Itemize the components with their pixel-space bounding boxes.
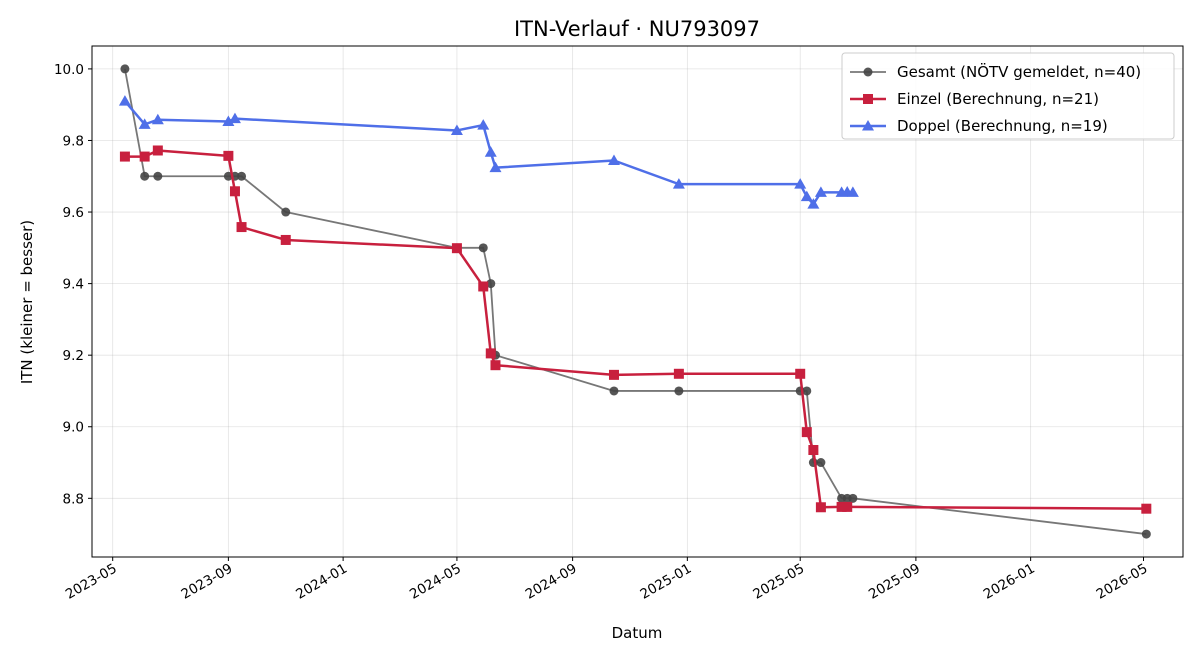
data-point	[816, 458, 826, 468]
x-axis-label: Datum	[612, 624, 663, 642]
data-point	[138, 118, 151, 129]
x-axis-ticks: 2023-05 2023-09 2024-01 2024-05 2024-09 2025-…	[63, 557, 1151, 603]
data-point	[808, 445, 819, 456]
data-point	[672, 178, 685, 189]
data-point	[815, 502, 826, 513]
x-tick-label: 2023-09	[179, 561, 236, 603]
x-tick-label: 2024-05	[407, 561, 464, 603]
x-tick-label: 2024-09	[523, 561, 580, 603]
y-tick-label: 9.2	[63, 348, 84, 364]
data-point	[228, 112, 241, 124]
legend-entry: Gesamt (NÖTV gemeldet, n=40)	[897, 62, 1141, 81]
y-axis-ticks: 8.8 9.0 9.2 9.4 9.6 9.8 10.0	[54, 62, 92, 507]
legend-entry: Doppel (Berechnung, n=19)	[897, 117, 1108, 135]
data-point	[836, 501, 847, 512]
legend-marker	[863, 67, 873, 77]
y-axis-label: ITN (kleiner = besser)	[18, 220, 36, 384]
x-tick-label: 2025-09	[866, 561, 923, 603]
data-point	[229, 186, 240, 197]
data-point	[281, 207, 291, 217]
legend: Gesamt (NÖTV gemeldet, n=40) Einzel (Bere…	[841, 52, 1175, 140]
data-point	[795, 368, 806, 379]
data-point	[489, 161, 502, 173]
data-point	[140, 171, 150, 181]
data-point	[236, 222, 247, 233]
data-point	[477, 119, 490, 130]
data-point	[451, 243, 462, 254]
data-point	[842, 501, 853, 512]
data-point	[814, 186, 827, 197]
data-point	[486, 279, 496, 289]
plot-frame	[91, 45, 1184, 558]
y-tick-label: 9.8	[63, 133, 84, 149]
data-point	[1141, 503, 1152, 514]
y-tick-label: 9.4	[63, 277, 84, 293]
y-tick-label: 8.8	[63, 491, 84, 507]
data-point	[485, 348, 496, 359]
legend-marker	[862, 120, 874, 131]
data-point	[490, 360, 501, 371]
data-point	[152, 145, 163, 156]
x-tick-label: 2024-01	[293, 561, 350, 603]
data-point	[802, 386, 812, 396]
data-point	[801, 427, 812, 438]
chart-title: ITN-Verlauf · NU793097	[514, 17, 760, 41]
data-point	[484, 146, 497, 157]
data-point	[609, 386, 619, 396]
y-tick-label: 10.0	[54, 62, 84, 78]
data-point	[1141, 529, 1151, 539]
x-tick-label: 2026-05	[1094, 561, 1151, 603]
data-point	[118, 95, 131, 106]
data-point	[807, 198, 820, 209]
data-point	[608, 369, 619, 380]
data-point	[478, 281, 489, 292]
legend-entry: Einzel (Berechnung, n=21)	[897, 90, 1099, 108]
data-point	[222, 115, 235, 127]
data-point	[673, 368, 684, 379]
series-square	[119, 145, 1152, 514]
data-point	[151, 113, 164, 125]
data-point	[237, 171, 247, 181]
series-line	[123, 100, 853, 206]
data-point	[223, 150, 234, 161]
data-point	[478, 243, 488, 253]
data-point	[674, 386, 684, 396]
legend-marker	[863, 94, 873, 104]
y-tick-label: 9.6	[63, 205, 84, 221]
x-tick-label: 2025-01	[637, 561, 694, 603]
legend-box	[841, 52, 1175, 140]
data-point	[607, 154, 620, 166]
data-point	[450, 124, 463, 135]
data-point	[280, 234, 291, 245]
x-tick-label: 2023-05	[63, 561, 120, 603]
data-point	[153, 171, 163, 181]
x-tick-label: 2025-05	[750, 561, 807, 603]
data-point	[119, 151, 130, 162]
series-line	[124, 149, 1147, 510]
gridlines	[92, 46, 1183, 557]
data-point	[848, 493, 858, 503]
series-layer	[118, 64, 1152, 539]
y-tick-label: 9.0	[63, 420, 84, 436]
data-point	[800, 190, 813, 202]
data-point	[120, 64, 130, 74]
data-point	[139, 151, 150, 162]
data-point	[846, 186, 859, 197]
x-tick-label: 2026-01	[981, 561, 1038, 603]
data-point	[794, 178, 807, 189]
series-triangle	[118, 95, 859, 209]
